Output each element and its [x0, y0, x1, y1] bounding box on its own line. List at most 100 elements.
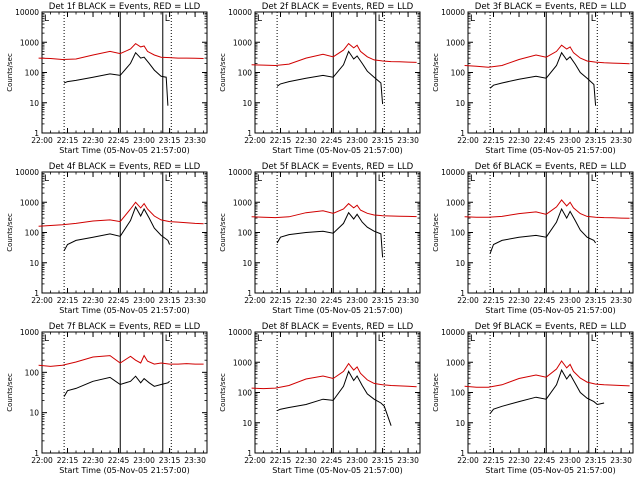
x-tick-label: 23:30	[610, 296, 632, 305]
chart-title: Det 7f BLACK = Events, RED = LLD	[49, 322, 201, 332]
plot-frame	[41, 171, 208, 294]
y-axis-label: Counts/sec	[219, 213, 227, 252]
y-tick-label: 1	[34, 129, 39, 138]
lld-series-line	[38, 201, 204, 227]
chart-title: Det 2f BLACK = Events, RED = LLD	[262, 2, 414, 12]
y-tick-label: 1	[460, 449, 465, 458]
chart-panel: Det 8f BLACK = Events, RED = LLD Counts/s…	[219, 322, 421, 475]
x-tick-label: 22:15	[270, 136, 292, 145]
lld-series-line	[251, 42, 417, 67]
y-tick-label: 1000	[446, 198, 465, 207]
x-tick-label: 23:00	[133, 456, 155, 465]
y-tick-label: 10	[242, 259, 252, 268]
x-tick-label: 22:45	[321, 136, 343, 145]
x-tick-label: 22:00	[457, 136, 479, 145]
x-tick-label: 22:00	[31, 456, 53, 465]
y-tick-label: 10000	[15, 168, 39, 177]
x-tick-label: 22:00	[244, 296, 266, 305]
l-marker-text: L	[165, 174, 170, 184]
l-marker-text: L	[44, 174, 49, 184]
x-tick-label: 22:00	[457, 296, 479, 305]
lld-series-line	[38, 42, 204, 61]
y-tick-label: 100	[451, 229, 466, 238]
events-series-line	[63, 51, 169, 106]
y-tick-label: 10	[29, 409, 39, 418]
y-tick-label: 1000	[446, 38, 465, 47]
chart-panel: Det 7f BLACK = Events, RED = LLD Counts/s…	[6, 322, 208, 475]
y-tick-label: 1	[34, 449, 39, 458]
y-tick-label: 100	[451, 69, 466, 78]
x-axis-label: Start Time (05-Nov-05 21:57:00)	[59, 306, 189, 315]
y-tick-label: 10	[242, 419, 252, 428]
x-axis-label: Start Time (05-Nov-05 21:57:00)	[485, 146, 615, 155]
events-series-line	[489, 51, 597, 106]
chart-title: Det 3f BLACK = Events, RED = LLD	[475, 2, 627, 12]
x-tick-label: 23:30	[184, 296, 206, 305]
y-tick-label: 1	[247, 129, 252, 138]
y-tick-label: 10000	[441, 8, 465, 17]
chart-panel: Det 4f BLACK = Events, RED = LLD Counts/s…	[6, 162, 208, 315]
x-tick-label: 23:15	[585, 296, 607, 305]
y-tick-label: 10000	[228, 8, 252, 17]
y-axis-label: Counts/sec	[6, 53, 14, 92]
x-axis-label: Start Time (05-Nov-05 21:57:00)	[272, 306, 402, 315]
chart-title: Det 4f BLACK = Events, RED = LLD	[49, 162, 201, 172]
x-tick-label: 22:00	[31, 296, 53, 305]
events-series-line	[276, 211, 384, 258]
x-tick-label: 22:00	[244, 136, 266, 145]
events-series-line	[489, 368, 605, 414]
chart-title: Det 1f BLACK = Events, RED = LLD	[49, 2, 201, 12]
y-tick-label: 10	[455, 99, 465, 108]
x-axis-label: Start Time (05-Nov-05 21:57:00)	[485, 466, 615, 475]
y-axis-label: Counts/sec	[432, 53, 440, 92]
l-marker-text: L	[378, 174, 383, 184]
y-tick-label: 10000	[228, 328, 252, 337]
x-tick-label: 22:30	[295, 136, 317, 145]
y-tick-label: 10000	[228, 168, 252, 177]
x-tick-label: 23:30	[397, 296, 419, 305]
x-tick-label: 22:45	[321, 456, 343, 465]
x-tick-label: 22:30	[508, 296, 530, 305]
x-tick-label: 23:00	[559, 296, 581, 305]
y-tick-label: 10	[455, 259, 465, 268]
l-marker-text: L	[591, 174, 596, 184]
chart-title: Det 9f BLACK = Events, RED = LLD	[475, 322, 627, 332]
x-tick-label: 22:00	[31, 136, 53, 145]
x-tick-label: 23:30	[397, 456, 419, 465]
x-tick-label: 22:00	[244, 456, 266, 465]
x-tick-label: 23:00	[133, 136, 155, 145]
y-axis-label: Counts/sec	[432, 373, 440, 412]
x-tick-label: 22:30	[508, 456, 530, 465]
lld-series-line	[251, 362, 417, 390]
chart-title: Det 6f BLACK = Events, RED = LLD	[475, 162, 627, 172]
x-tick-label: 22:45	[108, 456, 130, 465]
chart-panel: Det 2f BLACK = Events, RED = LLD Counts/s…	[219, 2, 421, 155]
y-tick-label: 10	[242, 99, 252, 108]
x-tick-label: 22:30	[295, 296, 317, 305]
chart-panel: Det 6f BLACK = Events, RED = LLD Counts/s…	[432, 162, 634, 315]
l-marker-text: L	[44, 334, 49, 344]
x-tick-label: 23:15	[372, 296, 394, 305]
chart-panel: Det 5f BLACK = Events, RED = LLD Counts/s…	[219, 162, 421, 315]
x-tick-label: 23:15	[372, 456, 394, 465]
l-marker-text: L	[470, 14, 475, 24]
l-marker-text: L	[257, 14, 262, 24]
y-axis-label: Counts/sec	[6, 213, 14, 252]
y-tick-label: 10000	[441, 168, 465, 177]
chart-panel: Det 3f BLACK = Events, RED = LLD Counts/s…	[432, 2, 634, 155]
events-series-line	[489, 207, 597, 254]
lld-series-line	[464, 44, 630, 68]
x-axis-label: Start Time (05-Nov-05 21:57:00)	[272, 466, 402, 475]
x-tick-label: 23:30	[610, 136, 632, 145]
y-tick-label: 100	[451, 389, 466, 398]
x-tick-label: 23:15	[585, 136, 607, 145]
x-tick-label: 22:45	[108, 296, 130, 305]
x-tick-label: 22:15	[483, 456, 505, 465]
plot-frame	[41, 11, 208, 134]
plot-frame	[254, 171, 421, 294]
x-tick-label: 22:45	[534, 136, 556, 145]
y-tick-label: 100	[25, 229, 40, 238]
x-tick-label: 23:30	[610, 456, 632, 465]
y-axis-label: Counts/sec	[219, 53, 227, 92]
x-axis-label: Start Time (05-Nov-05 21:57:00)	[485, 306, 615, 315]
